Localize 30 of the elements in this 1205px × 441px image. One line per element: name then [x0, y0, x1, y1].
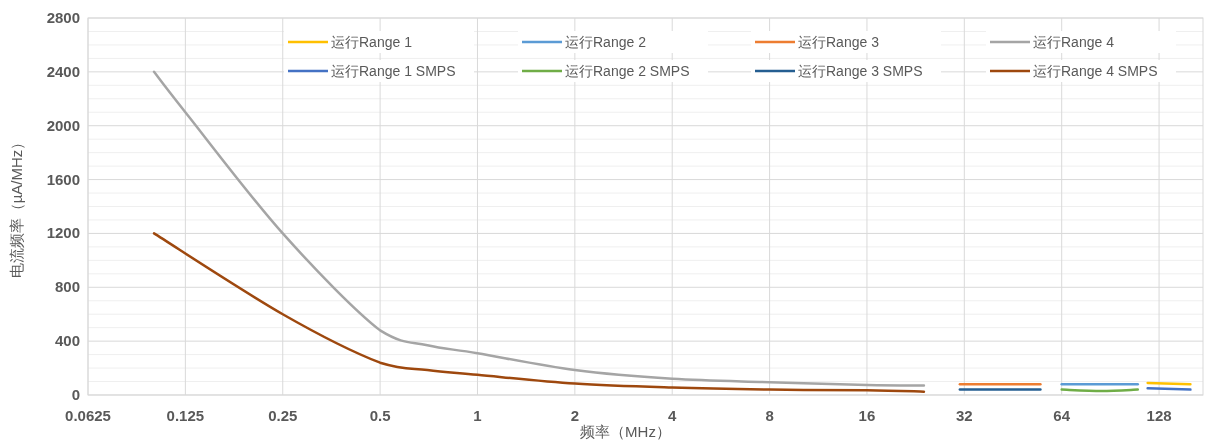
- x-tick-label: 8: [765, 407, 774, 424]
- legend-label: 运行Range 3: [798, 34, 880, 50]
- x-tick-label: 16: [858, 407, 876, 424]
- y-tick-label: 2000: [46, 116, 80, 134]
- legend-label: 运行Range 2 SMPS: [565, 63, 690, 79]
- y-tick-label: 1200: [46, 224, 80, 242]
- x-tick-label: 1: [473, 407, 482, 424]
- x-tick-label: 0.5: [369, 407, 391, 424]
- x-tick-label: 128: [1146, 407, 1172, 424]
- y-tick-label: 800: [54, 278, 80, 296]
- y-tick-label: 2800: [46, 9, 80, 26]
- y-tick-label: 1600: [46, 170, 80, 188]
- legend-label: 运行Range 4 SMPS: [1033, 63, 1158, 79]
- x-tick-label: 0.125: [166, 407, 205, 424]
- legend-label: 运行Range 1 SMPS: [331, 63, 456, 79]
- x-tick-label: 4: [668, 407, 678, 424]
- x-tick-label: 0.25: [268, 407, 298, 424]
- x-tick-label: 2: [570, 407, 580, 424]
- y-tick-label: 2400: [46, 62, 80, 80]
- legend-label: 运行Range 2: [565, 34, 647, 50]
- y-tick-label: 400: [54, 332, 80, 350]
- legend-label: 运行Range 3 SMPS: [798, 63, 923, 79]
- legend-label: 运行Range 1: [331, 34, 413, 50]
- x-tick-label: 0.0625: [65, 407, 111, 424]
- x-tick-label: 64: [1053, 407, 1071, 424]
- legend-label: 运行Range 4: [1033, 34, 1115, 50]
- y-axis-title: 电流频率（µA/MHz）: [8, 134, 25, 279]
- y-tick-label: 0: [71, 386, 80, 403]
- x-tick-label: 32: [955, 407, 973, 424]
- x-axis-title: 频率（MHz）: [580, 423, 671, 440]
